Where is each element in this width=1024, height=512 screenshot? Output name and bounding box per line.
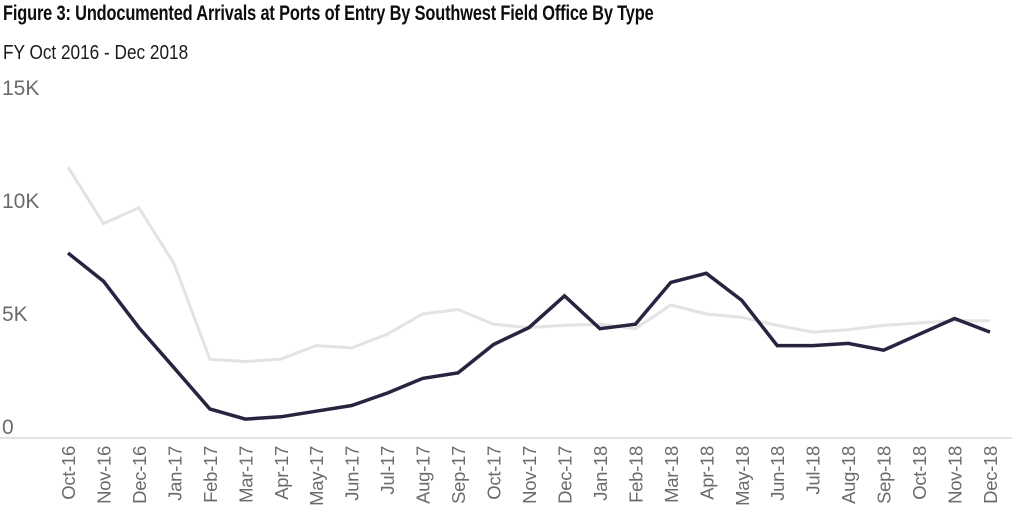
- x-axis-label: Dec-18: [980, 446, 1001, 504]
- x-axis-label: Mar-18: [661, 446, 682, 503]
- figure-title: Figure 3: Undocumented Arrivals at Ports…: [3, 2, 654, 25]
- y-axis-tick-label: 15K: [2, 77, 39, 100]
- x-axis-label: Apr-17: [271, 446, 292, 500]
- x-axis-label: Oct-16: [58, 446, 79, 500]
- x-axis-label: Jul-18: [803, 446, 824, 495]
- x-axis-label: Apr-18: [696, 446, 717, 500]
- x-axis-label: Feb-17: [200, 446, 221, 503]
- y-axis-tick-label: 5K: [2, 303, 28, 326]
- x-axis-label: Nov-18: [945, 446, 966, 504]
- x-axis-label: Dec-17: [554, 446, 575, 504]
- x-axis-label: Oct-17: [484, 446, 505, 500]
- x-axis-label: Feb-18: [625, 446, 646, 503]
- figure-subtitle: FY Oct 2016 - Dec 2018: [3, 42, 189, 64]
- x-axis-label: Jan-17: [164, 446, 185, 501]
- x-axis-label: Oct-18: [909, 446, 930, 500]
- x-axis-label: Mar-17: [235, 446, 256, 503]
- x-axis-label: Jul-17: [377, 446, 398, 495]
- x-axis-label: Nov-17: [519, 446, 540, 504]
- x-axis-label: Nov-16: [93, 446, 114, 504]
- y-axis-tick-label: 10K: [2, 190, 39, 213]
- y-axis-tick-label: 0: [2, 416, 14, 439]
- x-axis-label: Aug-17: [413, 446, 434, 504]
- x-axis-label: Jun-17: [342, 446, 363, 501]
- x-axis-label: May-17: [306, 446, 327, 506]
- x-axis-label: May-18: [732, 446, 753, 506]
- x-axis-label: Dec-16: [129, 446, 150, 504]
- x-axis-label: Jun-18: [767, 446, 788, 501]
- x-axis-label: Aug-18: [838, 446, 859, 504]
- series-light-gray-line: [66, 166, 990, 364]
- x-axis-label: Sep-18: [874, 446, 895, 504]
- x-axis-label: Jan-18: [590, 446, 611, 501]
- series-dark-navy-line: [66, 251, 991, 421]
- x-axis-label: Sep-17: [448, 446, 469, 504]
